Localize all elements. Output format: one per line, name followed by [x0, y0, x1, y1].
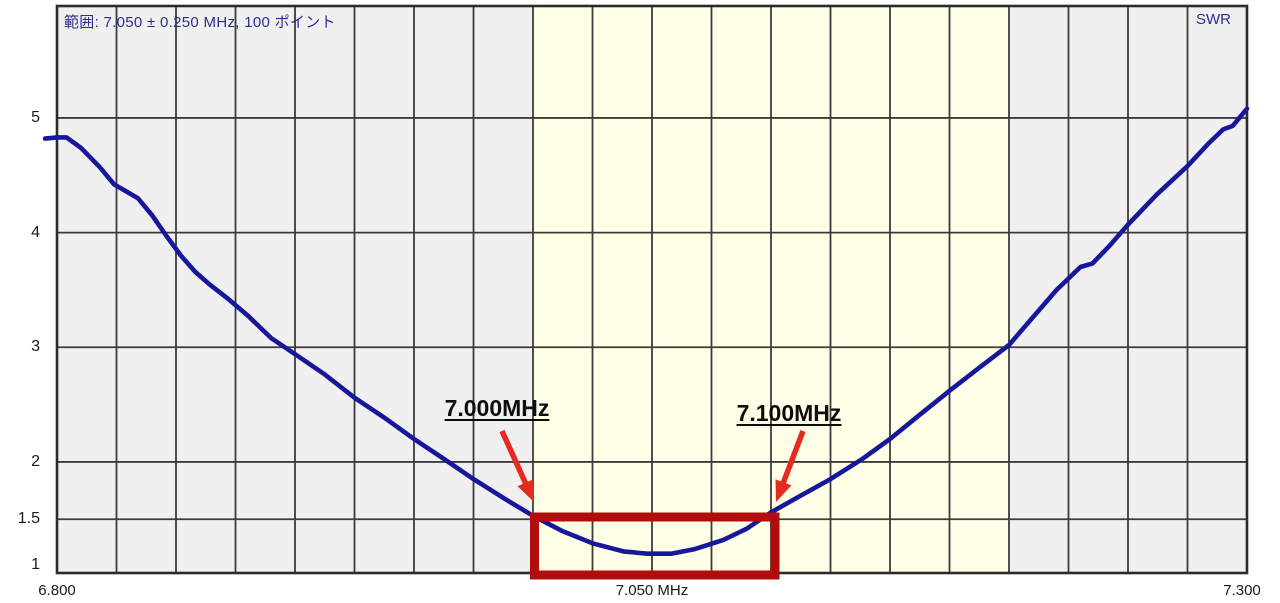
x-tick-label: 7.050 MHz: [615, 582, 689, 599]
y-tick-label: 5: [31, 108, 40, 126]
x-tick-label: 7.300: [1223, 582, 1261, 599]
swr-band-highlight-box: [530, 512, 780, 580]
swr-axis-label: SWR: [1196, 11, 1231, 28]
x-tick-label: 6.800: [38, 582, 76, 599]
y-tick-label: 4: [31, 223, 40, 241]
annotation-arrow: [499, 429, 530, 489]
y-tick-label: 1: [31, 556, 40, 573]
annotation-arrowhead: [517, 479, 534, 502]
frequency-annotation-label: 7.000MHz: [444, 395, 550, 421]
y-tick-label: 2: [31, 452, 40, 470]
annotation-arrow: [779, 430, 806, 489]
sweep-range-label: 範囲: 7.050 ± 0.250 MHz, 100 ポイント: [64, 14, 336, 31]
frequency-annotation-label: 7.100MHz: [736, 400, 842, 426]
swr-curve: [42, 106, 1250, 557]
y-tick-label: 1.5: [17, 510, 40, 528]
y-tick-label: 3: [31, 338, 40, 356]
annotation-arrowhead: [775, 479, 792, 502]
